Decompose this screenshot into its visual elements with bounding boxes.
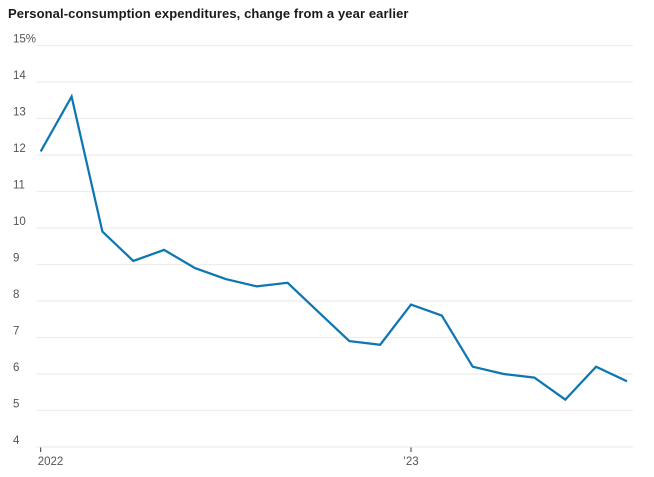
pce-series-line bbox=[39, 93, 628, 402]
y-axis-label: 7 bbox=[13, 326, 19, 338]
y-axis-label: 4 bbox=[13, 435, 20, 447]
chart-title: Personal-consumption expenditures, chang… bbox=[8, 6, 409, 21]
y-axis-label: 9 bbox=[13, 253, 19, 265]
x-axis-label: ’23 bbox=[403, 456, 418, 468]
y-axis-label: 12 bbox=[13, 143, 26, 155]
y-axis-label: 5 bbox=[13, 399, 19, 411]
y-axis-label: 8 bbox=[13, 289, 19, 301]
y-axis-label: 13 bbox=[13, 107, 26, 119]
x-axis-label: 2022 bbox=[38, 456, 64, 468]
y-axis-label: 11 bbox=[13, 180, 25, 192]
y-axis-label: 6 bbox=[13, 362, 19, 374]
y-axis-label: 15% bbox=[13, 34, 36, 46]
y-axis-label: 14 bbox=[13, 70, 26, 82]
y-axis-label: 10 bbox=[13, 216, 26, 228]
